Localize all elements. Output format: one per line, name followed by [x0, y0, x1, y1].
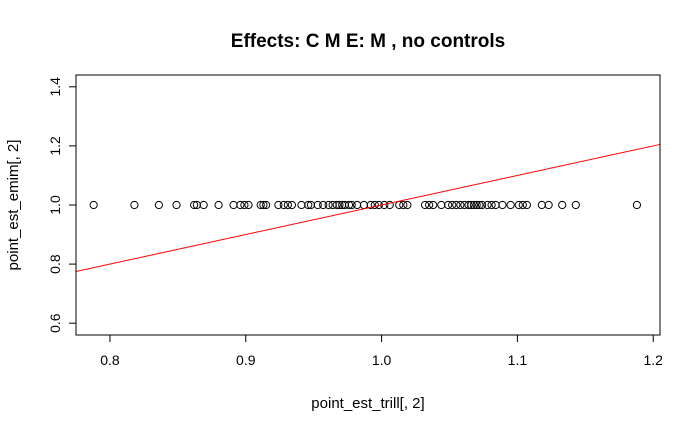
data-point	[420, 200, 430, 210]
data-point	[429, 200, 438, 210]
data-point	[283, 200, 292, 210]
data-point	[537, 200, 546, 210]
data-point	[472, 200, 481, 210]
data-point	[199, 200, 208, 210]
data-point	[464, 200, 473, 210]
data-point	[571, 200, 580, 210]
y-tick-label: 0.8	[47, 254, 63, 274]
y-tick-label: 1.2	[47, 136, 63, 156]
data-point	[297, 200, 306, 210]
data-point	[324, 200, 333, 210]
data-point	[313, 200, 322, 210]
data-point	[452, 200, 461, 210]
data-point	[190, 200, 199, 210]
data-point	[335, 200, 344, 210]
data-point	[359, 200, 369, 210]
data-point	[558, 200, 567, 210]
data-point	[437, 200, 446, 210]
data-points	[89, 200, 642, 210]
reference-line	[75, 143, 661, 272]
data-point	[262, 200, 271, 210]
data-point	[448, 200, 457, 210]
data-point	[399, 200, 408, 210]
data-point	[475, 200, 484, 210]
y-axis: 0.6 0.8 1.0 1.2 1.4	[47, 77, 76, 333]
data-point	[319, 200, 328, 210]
x-axis-label: point_est_trill[, 2]	[311, 395, 424, 412]
data-point	[347, 200, 356, 210]
data-point	[425, 200, 434, 210]
data-point	[487, 200, 496, 210]
data-point	[469, 200, 479, 210]
data-point	[632, 200, 642, 210]
y-tick-label: 1.0	[47, 195, 63, 215]
data-point	[332, 200, 341, 210]
data-point	[236, 200, 245, 210]
data-point	[456, 200, 465, 210]
data-point	[89, 200, 98, 210]
data-point	[214, 200, 223, 210]
data-point	[544, 200, 553, 210]
data-point	[172, 200, 181, 210]
y-tick-label: 1.4	[47, 77, 63, 97]
chart-title: Effects: C M E: M , no controls	[231, 31, 505, 52]
x-tick-label: 0.9	[236, 352, 256, 368]
data-point	[522, 200, 532, 210]
data-point	[477, 200, 487, 210]
data-point	[518, 200, 527, 210]
data-point	[467, 200, 476, 210]
data-point	[370, 200, 379, 210]
data-point	[130, 200, 139, 210]
x-axis: 0.8 0.9 1.0 1.1 1.2	[100, 335, 663, 368]
data-point	[287, 200, 297, 210]
x-tick-label: 1.1	[508, 352, 528, 368]
data-point	[498, 200, 507, 210]
data-point	[244, 200, 253, 210]
x-tick-label: 1.0	[372, 352, 392, 368]
data-point	[506, 200, 515, 210]
data-point	[483, 200, 492, 210]
data-point	[366, 200, 375, 210]
data-point	[279, 200, 288, 210]
y-tick-label: 0.6	[47, 313, 63, 333]
data-point	[154, 200, 163, 210]
x-tick-label: 1.2	[643, 352, 663, 368]
data-point	[229, 200, 238, 210]
data-point	[344, 200, 354, 210]
y-axis-label: point_est_emim[, 2]	[5, 140, 22, 271]
data-point	[240, 200, 249, 210]
data-point	[274, 200, 283, 210]
data-point	[256, 200, 265, 210]
data-point	[514, 200, 523, 210]
data-point	[304, 200, 313, 210]
data-point	[444, 200, 453, 210]
plot-frame	[75, 74, 661, 336]
data-point	[403, 200, 412, 210]
data-point	[353, 200, 362, 210]
data-point	[259, 200, 268, 210]
x-tick-label: 0.8	[100, 352, 120, 368]
data-point	[385, 200, 394, 210]
